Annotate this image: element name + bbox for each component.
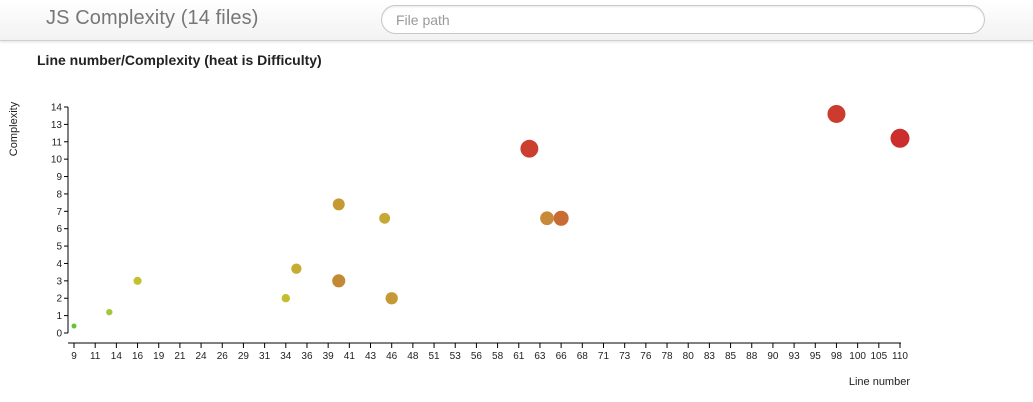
- x-tick-label: 46: [386, 351, 398, 362]
- x-tick-label: 98: [831, 351, 843, 362]
- x-tick-label: 105: [870, 351, 887, 362]
- x-tick-label: 36: [301, 351, 313, 362]
- x-tick-label: 78: [661, 351, 673, 362]
- x-tick-label: 53: [450, 351, 462, 362]
- x-tick-label: 95: [810, 351, 822, 362]
- y-tick-label: 9: [56, 172, 62, 183]
- file-path-search-input[interactable]: [381, 5, 985, 34]
- y-tick-label: 8: [56, 189, 62, 200]
- data-point: [540, 211, 554, 226]
- x-tick-label: 31: [259, 351, 271, 362]
- y-tick-label: 4: [56, 259, 62, 270]
- y-tick-label: 10: [51, 155, 63, 166]
- y-tick-label: 2: [56, 294, 62, 305]
- data-point: [827, 104, 846, 123]
- data-point: [332, 198, 345, 211]
- x-tick-label: 76: [640, 351, 652, 362]
- x-tick-label: 41: [344, 351, 356, 362]
- y-tick-label: 11: [52, 137, 63, 148]
- data-point: [291, 263, 302, 274]
- data-point: [71, 323, 77, 329]
- y-axis-label: Complexity: [8, 101, 20, 156]
- x-tick-label: 110: [892, 351, 908, 362]
- x-tick-label: 83: [704, 351, 716, 362]
- x-tick-label: 51: [428, 351, 440, 362]
- x-tick-label: 43: [365, 351, 377, 362]
- x-tick-label: 29: [238, 351, 250, 362]
- data-point: [553, 210, 569, 226]
- y-tick-label: 5: [56, 242, 62, 253]
- app-title: JS Complexity (14 files): [46, 7, 259, 29]
- x-tick-label: 88: [746, 351, 758, 362]
- data-point: [385, 292, 398, 305]
- x-tick-label: 56: [471, 351, 483, 362]
- y-tick-label: 1: [56, 311, 62, 322]
- y-tick-label: 14: [51, 103, 63, 114]
- x-tick-label: 63: [534, 351, 546, 362]
- x-tick-label: 58: [492, 351, 504, 362]
- x-tick-label: 48: [407, 351, 419, 362]
- top-bar: JS Complexity (14 files): [0, 0, 1033, 41]
- x-axis-label: Line number: [849, 376, 910, 388]
- x-tick-label: 9: [71, 351, 77, 362]
- chart-title: Line number/Complexity (heat is Difficul…: [37, 52, 322, 68]
- x-tick-label: 100: [849, 351, 866, 362]
- data-point: [890, 128, 910, 148]
- x-tick-label: 34: [280, 351, 292, 362]
- data-point: [106, 308, 113, 316]
- y-tick-label: 0: [56, 329, 62, 340]
- x-tick-label: 80: [683, 351, 695, 362]
- x-tick-label: 71: [598, 351, 610, 362]
- x-tick-label: 85: [725, 351, 737, 362]
- y-tick-label: 3: [56, 276, 62, 287]
- x-tick-label: 66: [556, 351, 568, 362]
- data-point: [332, 274, 346, 288]
- data-point: [281, 294, 290, 303]
- y-tick-label: 7: [56, 207, 62, 218]
- x-tick-label: 24: [196, 351, 208, 362]
- x-tick-label: 19: [153, 351, 165, 362]
- y-tick-label: 6: [56, 224, 62, 235]
- data-point: [133, 276, 142, 285]
- x-tick-label: 93: [789, 351, 801, 362]
- x-tick-label: 14: [111, 351, 123, 362]
- x-tick-label: 61: [513, 351, 525, 362]
- x-tick-label: 90: [767, 351, 779, 362]
- x-tick-label: 26: [217, 351, 229, 362]
- x-tick-label: 73: [619, 351, 631, 362]
- x-tick-label: 68: [577, 351, 589, 362]
- data-point: [520, 139, 539, 158]
- x-tick-label: 11: [90, 351, 101, 362]
- x-tick-label: 21: [174, 351, 186, 362]
- y-tick-label: 13: [51, 120, 63, 131]
- data-point: [379, 212, 391, 224]
- x-tick-label: 16: [132, 351, 144, 362]
- x-tick-label: 39: [323, 351, 335, 362]
